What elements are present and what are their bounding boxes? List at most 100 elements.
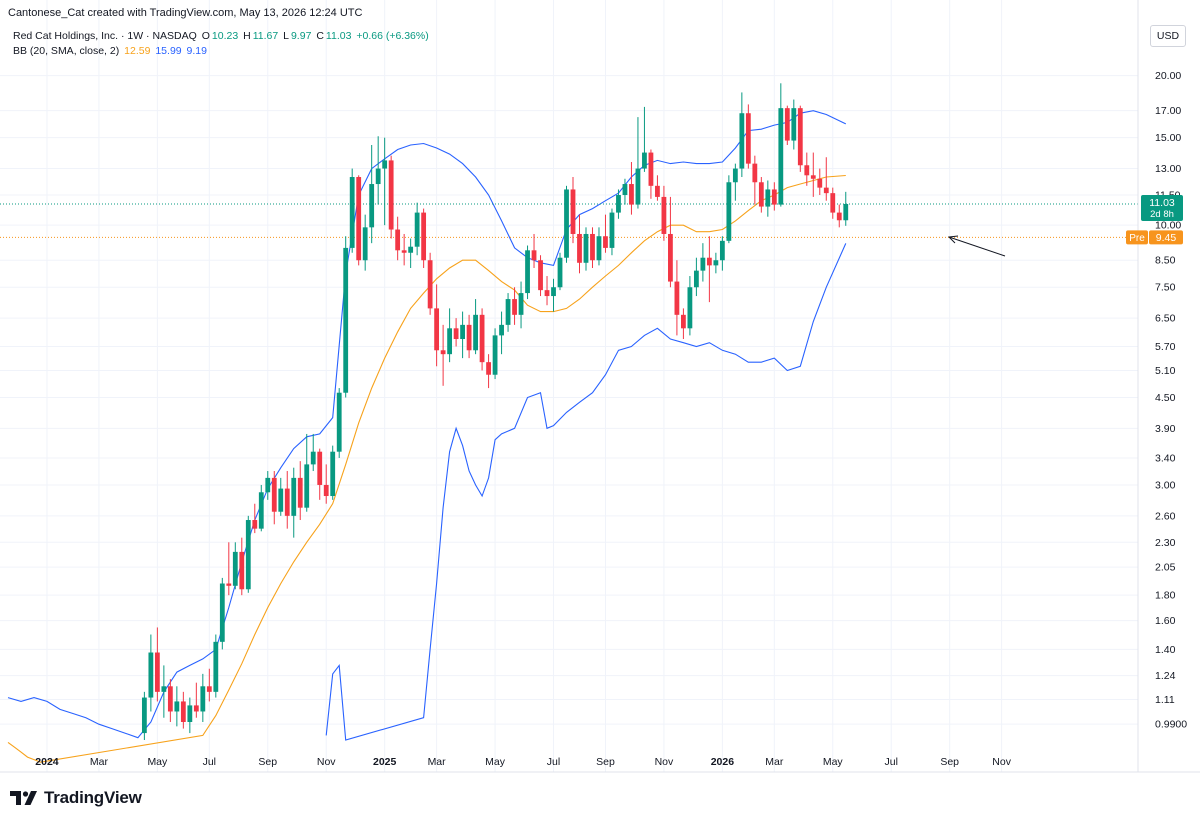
indicator-legend[interactable]: BB (20, SMA, close, 2) 12.59 15.99 9.19 bbox=[13, 45, 209, 57]
candle bbox=[752, 155, 758, 205]
tradingview-logo: TradingView bbox=[10, 788, 142, 808]
candle-body bbox=[505, 299, 511, 325]
candle bbox=[609, 208, 615, 256]
candle-body bbox=[544, 290, 550, 297]
x-tick-label: Mar bbox=[765, 756, 784, 768]
candle-body bbox=[447, 328, 453, 355]
candle bbox=[655, 175, 660, 201]
candle-body bbox=[836, 212, 842, 221]
candle-body bbox=[771, 189, 777, 205]
x-tick-label: May bbox=[147, 756, 168, 768]
candle-body bbox=[674, 281, 680, 315]
y-tick-label: 1.60 bbox=[1155, 615, 1176, 627]
candle bbox=[557, 252, 563, 291]
candle bbox=[369, 144, 375, 244]
candle-body bbox=[453, 328, 459, 340]
y-tick-label: 1.11 bbox=[1155, 694, 1175, 706]
candle-body bbox=[174, 701, 180, 712]
time-axis[interactable]: 2024 Mar May Jul Sep Nov 2025 Mar May Jul Sep Nov 20… bbox=[0, 756, 1200, 773]
annotation-arrow bbox=[947, 235, 1006, 257]
candle bbox=[174, 686, 180, 727]
candle bbox=[213, 634, 219, 698]
candle bbox=[583, 227, 589, 271]
candle bbox=[440, 324, 446, 386]
arrow-line bbox=[948, 236, 1006, 257]
candle-body bbox=[843, 204, 849, 221]
candle-body bbox=[310, 451, 316, 465]
candle bbox=[778, 83, 784, 207]
candle bbox=[206, 668, 212, 702]
candle-body bbox=[804, 165, 810, 176]
x-tick-label: Mar bbox=[428, 756, 447, 768]
candle-body bbox=[635, 168, 641, 205]
upper-value: 15.99 bbox=[155, 45, 182, 57]
y-tick-label: 2.30 bbox=[1155, 537, 1176, 549]
candle bbox=[382, 137, 388, 226]
candle bbox=[388, 155, 394, 239]
candle-body bbox=[817, 178, 823, 188]
candle-body bbox=[564, 189, 569, 258]
candle bbox=[466, 314, 472, 359]
candle-body bbox=[830, 193, 836, 213]
currency-button[interactable]: USD bbox=[1150, 25, 1186, 47]
candle-body bbox=[719, 240, 725, 261]
candle-body bbox=[758, 182, 764, 207]
candle-body bbox=[655, 185, 660, 197]
x-tick-label: Nov bbox=[655, 756, 674, 768]
y-tick-label: 6.50 bbox=[1155, 313, 1176, 325]
candle bbox=[492, 328, 498, 380]
y-tick-label: 1.80 bbox=[1155, 590, 1176, 602]
candle-body bbox=[551, 287, 556, 297]
candle-body bbox=[180, 701, 186, 723]
y-tick-label: 17.00 bbox=[1155, 105, 1181, 117]
candle bbox=[362, 214, 368, 271]
y-tick-label: 20.00 bbox=[1155, 70, 1181, 82]
x-tick-label: Jul bbox=[203, 756, 216, 768]
candle-body bbox=[557, 257, 563, 288]
candle bbox=[395, 216, 401, 261]
candle bbox=[726, 175, 732, 244]
candle-body bbox=[765, 189, 771, 207]
candle bbox=[401, 233, 407, 266]
price-axis[interactable]: 20.0017.0015.0013.0011.5010.008.507.506.… bbox=[1137, 0, 1187, 772]
candle-body bbox=[408, 246, 414, 253]
candle-body bbox=[810, 175, 816, 179]
candle bbox=[200, 673, 206, 723]
candle bbox=[810, 152, 816, 197]
candle-body bbox=[369, 184, 375, 228]
candle-body bbox=[784, 108, 790, 141]
candle-body bbox=[271, 477, 277, 512]
candle-body bbox=[492, 335, 498, 375]
candle bbox=[823, 157, 829, 201]
candle bbox=[154, 627, 160, 702]
candle-body bbox=[797, 108, 803, 166]
y-tick-label: 0.9900 bbox=[1155, 719, 1187, 731]
candle-body bbox=[304, 464, 310, 508]
candle bbox=[648, 149, 654, 199]
last-price-countdown: 2d 8h bbox=[1150, 209, 1174, 220]
candle-body bbox=[226, 583, 232, 586]
candle bbox=[836, 204, 842, 228]
candle-body bbox=[206, 686, 212, 692]
candle bbox=[544, 276, 550, 306]
candle bbox=[141, 691, 147, 740]
candle-body bbox=[265, 477, 271, 493]
y-tick-label: 5.70 bbox=[1155, 341, 1176, 353]
candle bbox=[193, 682, 199, 718]
change-value: +0.66 (+6.36%) bbox=[356, 30, 429, 42]
candle-body bbox=[732, 168, 738, 183]
candle bbox=[473, 299, 478, 355]
candle-body bbox=[219, 583, 225, 642]
candle bbox=[486, 354, 491, 389]
candle bbox=[356, 175, 362, 266]
candle-body bbox=[499, 324, 504, 336]
candle bbox=[719, 236, 725, 271]
candle bbox=[817, 168, 823, 196]
candle bbox=[564, 185, 569, 263]
y-tick-label: 8.50 bbox=[1155, 255, 1176, 267]
candle-body bbox=[622, 184, 628, 196]
candle-body bbox=[317, 451, 323, 485]
symbol-legend[interactable]: Red Cat Holdings, Inc. · 1W · NASDAQ O 10… bbox=[13, 30, 431, 42]
candle-body bbox=[278, 488, 284, 512]
